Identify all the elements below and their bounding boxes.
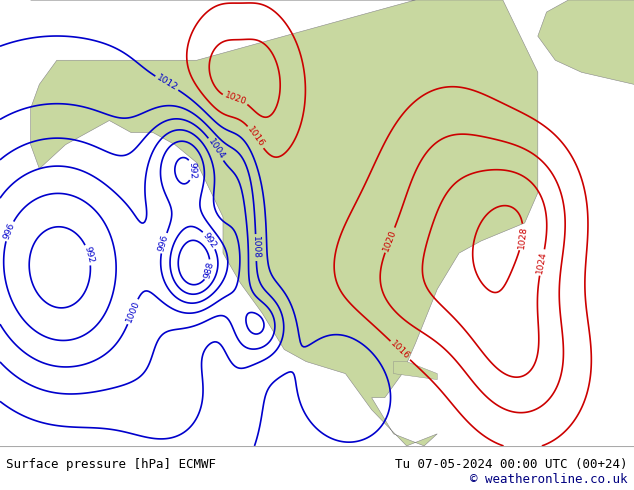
Polygon shape: [538, 0, 634, 84]
Text: Tu 07-05-2024 00:00 UTC (00+24): Tu 07-05-2024 00:00 UTC (00+24): [395, 458, 628, 471]
Text: 1028: 1028: [517, 225, 528, 249]
Text: 992: 992: [201, 230, 218, 250]
Polygon shape: [394, 362, 437, 380]
Text: 1016: 1016: [245, 125, 266, 149]
Text: 1000: 1000: [124, 299, 141, 324]
Text: 1012: 1012: [155, 74, 179, 93]
Text: Surface pressure [hPa] ECMWF: Surface pressure [hPa] ECMWF: [6, 458, 216, 471]
Text: 996: 996: [2, 221, 16, 241]
Text: 992: 992: [188, 161, 197, 179]
Text: 1020: 1020: [223, 90, 248, 107]
Text: 1024: 1024: [536, 250, 548, 274]
Text: 1020: 1020: [382, 228, 398, 252]
Text: 988: 988: [203, 261, 216, 279]
Text: 1016: 1016: [389, 339, 411, 362]
Polygon shape: [30, 0, 538, 446]
Text: 1008: 1008: [251, 236, 261, 259]
Text: 992: 992: [82, 245, 95, 265]
Text: © weatheronline.co.uk: © weatheronline.co.uk: [470, 473, 628, 487]
Text: 1004: 1004: [206, 137, 226, 161]
Text: 996: 996: [157, 234, 171, 252]
